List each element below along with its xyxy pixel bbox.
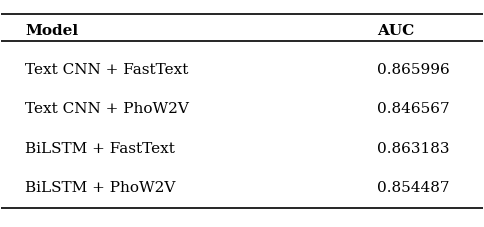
Text: Text CNN + PhoW2V: Text CNN + PhoW2V: [26, 102, 189, 116]
Text: Model: Model: [26, 24, 78, 37]
Text: 0.854487: 0.854487: [377, 180, 449, 195]
Text: AUC: AUC: [377, 24, 414, 37]
Text: BiLSTM + PhoW2V: BiLSTM + PhoW2V: [26, 180, 176, 195]
Text: 0.846567: 0.846567: [377, 102, 449, 116]
Text: BiLSTM + FastText: BiLSTM + FastText: [26, 141, 175, 155]
Text: 0.865996: 0.865996: [377, 63, 450, 77]
Text: 0.863183: 0.863183: [377, 141, 449, 155]
Text: Text CNN + FastText: Text CNN + FastText: [26, 63, 189, 77]
